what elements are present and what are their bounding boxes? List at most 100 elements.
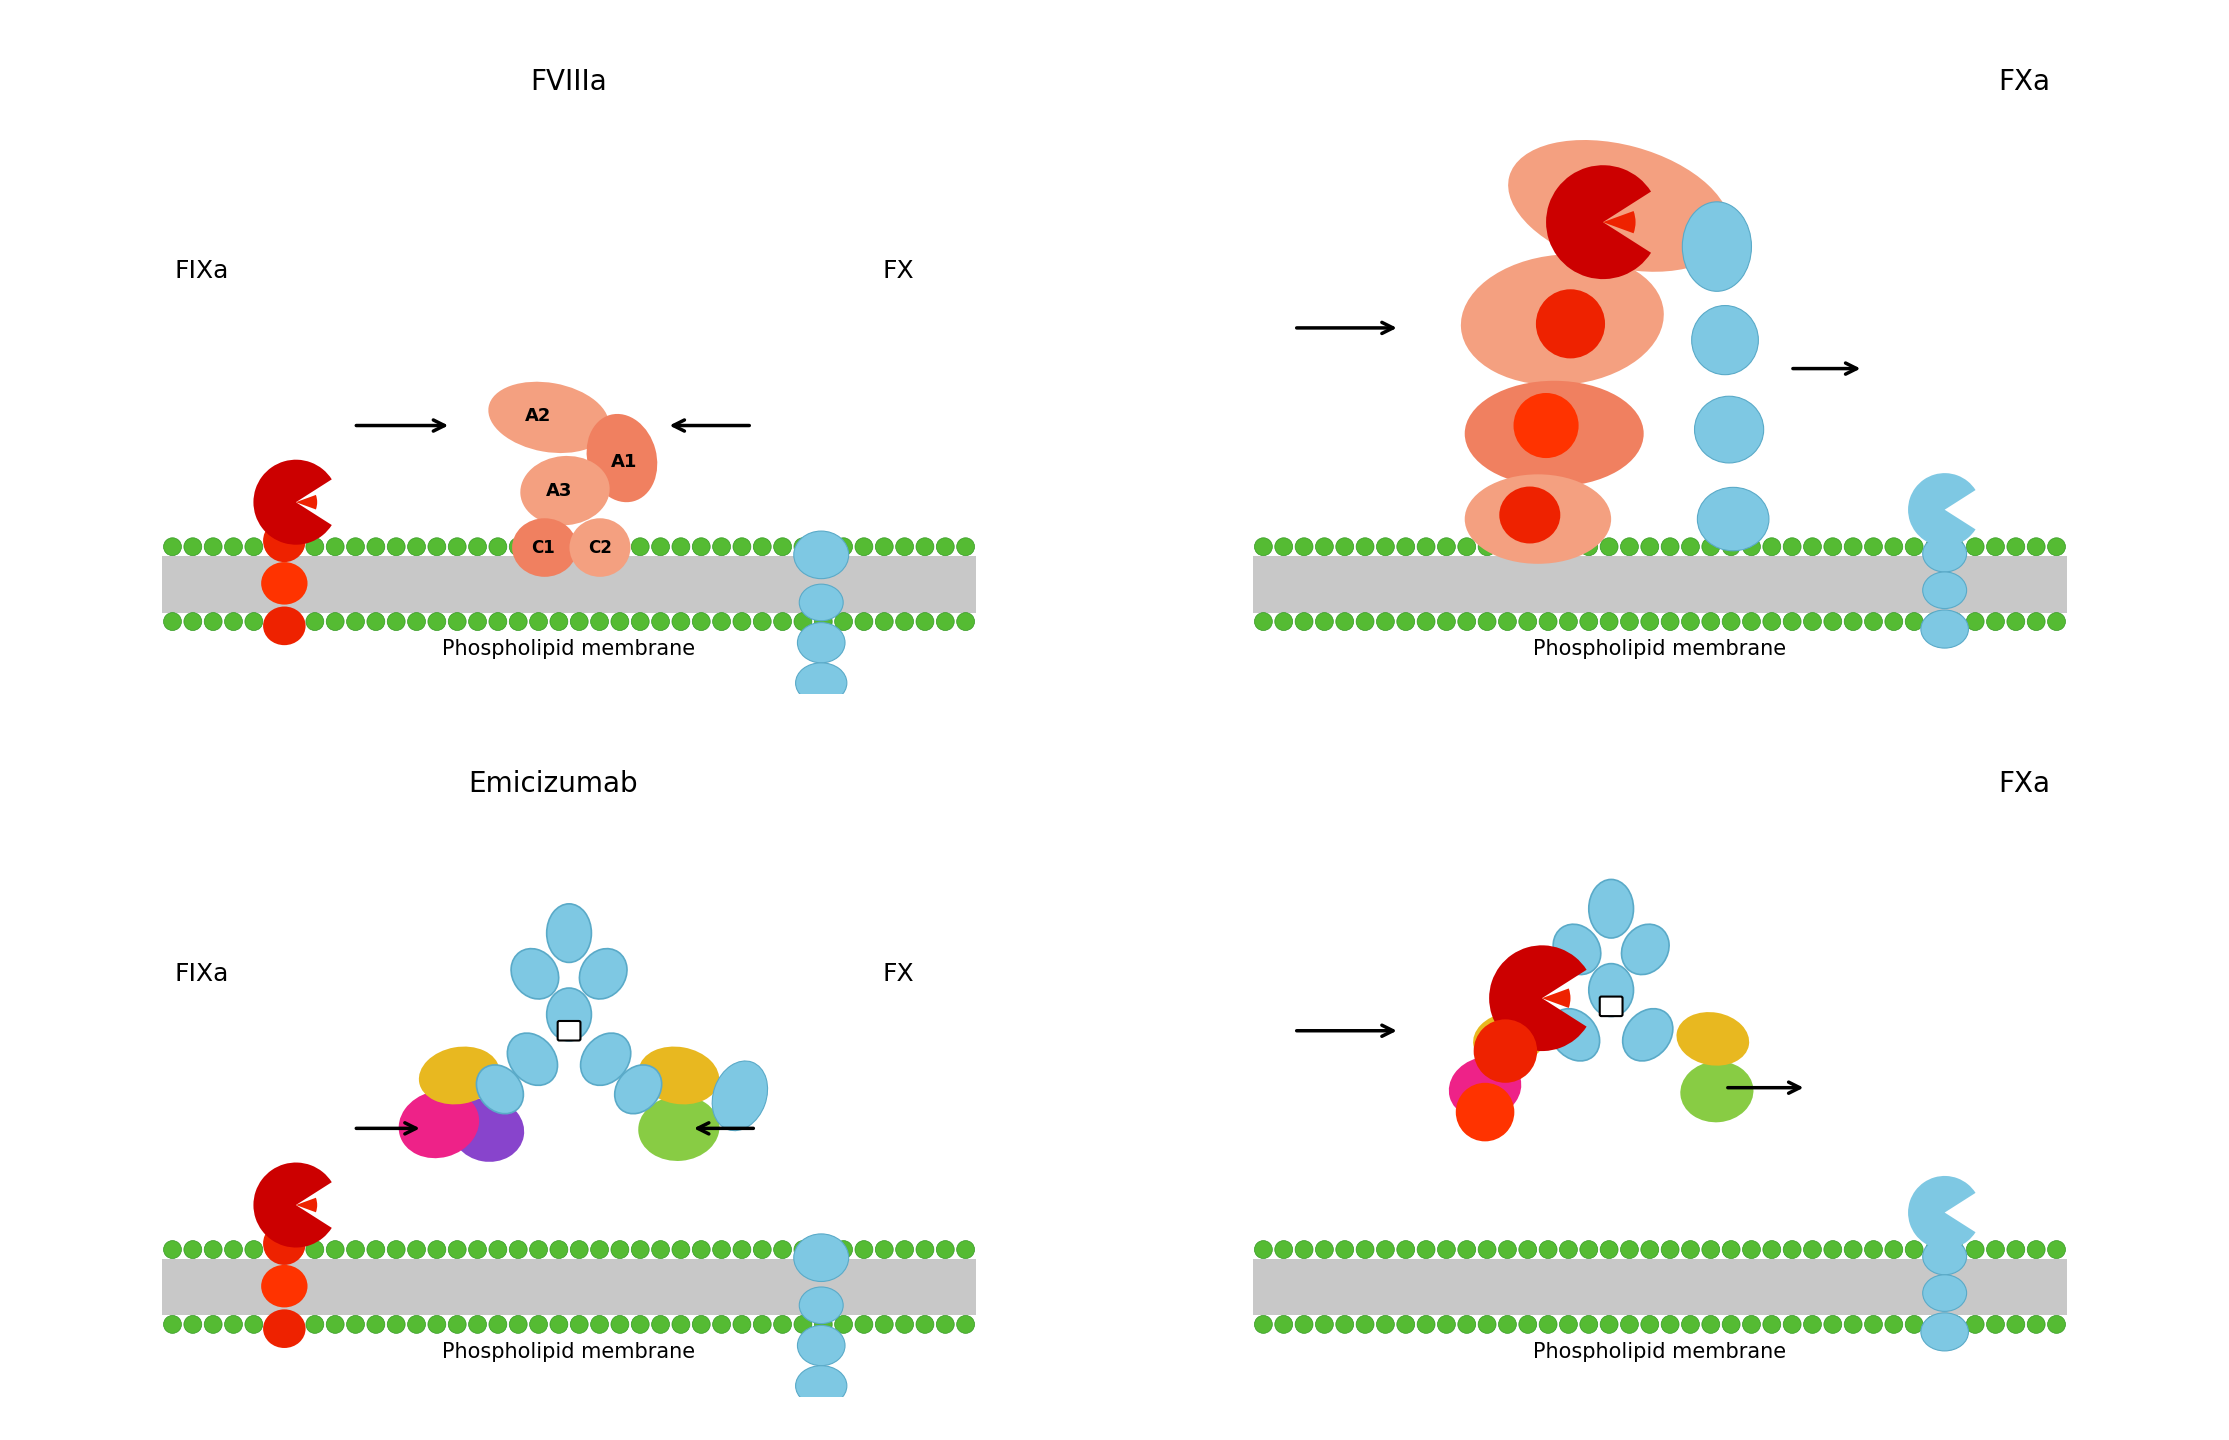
Circle shape	[1438, 537, 1456, 556]
Ellipse shape	[1924, 572, 1966, 609]
Ellipse shape	[263, 520, 305, 562]
FancyBboxPatch shape	[557, 1021, 580, 1041]
Circle shape	[325, 612, 343, 631]
Circle shape	[1580, 612, 1598, 631]
Circle shape	[671, 1316, 689, 1333]
Circle shape	[1560, 1241, 1578, 1259]
Circle shape	[305, 612, 323, 631]
Circle shape	[1438, 612, 1456, 631]
Circle shape	[1398, 1316, 1415, 1333]
Ellipse shape	[488, 382, 609, 454]
Circle shape	[753, 537, 771, 556]
Circle shape	[1498, 1241, 1516, 1259]
Circle shape	[1498, 537, 1516, 556]
Circle shape	[1723, 537, 1741, 556]
Circle shape	[305, 537, 323, 556]
Circle shape	[1723, 1241, 1741, 1259]
Circle shape	[368, 612, 386, 631]
Circle shape	[1743, 1241, 1761, 1259]
Ellipse shape	[263, 606, 305, 645]
Circle shape	[225, 1316, 243, 1333]
Circle shape	[1966, 537, 1984, 556]
Circle shape	[488, 537, 506, 556]
Ellipse shape	[1676, 1012, 1750, 1066]
Circle shape	[388, 537, 406, 556]
Circle shape	[408, 537, 426, 556]
Ellipse shape	[477, 1066, 524, 1113]
Circle shape	[408, 1316, 426, 1333]
Circle shape	[1681, 1241, 1698, 1259]
Wedge shape	[1603, 212, 1636, 233]
Circle shape	[1600, 612, 1618, 631]
Circle shape	[1478, 1316, 1496, 1333]
Circle shape	[1641, 1241, 1658, 1259]
Circle shape	[531, 537, 548, 556]
Circle shape	[1438, 1316, 1456, 1333]
Circle shape	[1906, 1316, 1924, 1333]
Circle shape	[1620, 1316, 1638, 1333]
Circle shape	[876, 1241, 894, 1259]
Circle shape	[733, 1241, 751, 1259]
Circle shape	[1315, 537, 1333, 556]
Circle shape	[345, 537, 366, 556]
Circle shape	[1458, 612, 1476, 631]
Circle shape	[1863, 537, 1884, 556]
Circle shape	[1843, 1316, 1861, 1333]
Circle shape	[1540, 612, 1558, 631]
Text: FIXa: FIXa	[174, 962, 230, 986]
Ellipse shape	[800, 585, 843, 621]
Wedge shape	[1489, 945, 1587, 1051]
Circle shape	[1255, 1316, 1273, 1333]
Circle shape	[876, 1316, 894, 1333]
Ellipse shape	[263, 1309, 305, 1348]
Circle shape	[1703, 1241, 1721, 1259]
Ellipse shape	[580, 1032, 631, 1086]
Circle shape	[1886, 1241, 1904, 1259]
Circle shape	[1540, 1316, 1558, 1333]
Ellipse shape	[513, 518, 577, 577]
Text: A1: A1	[611, 454, 637, 471]
Circle shape	[388, 612, 406, 631]
Circle shape	[1661, 612, 1678, 631]
Circle shape	[1620, 612, 1638, 631]
Circle shape	[1295, 1316, 1313, 1333]
Circle shape	[2048, 1316, 2066, 1333]
Circle shape	[163, 537, 181, 556]
Circle shape	[1418, 612, 1435, 631]
Ellipse shape	[637, 1096, 720, 1161]
Circle shape	[1823, 1241, 1841, 1259]
Circle shape	[1946, 612, 1964, 631]
Circle shape	[1600, 537, 1618, 556]
Ellipse shape	[1464, 474, 1612, 564]
Circle shape	[1763, 1316, 1781, 1333]
Circle shape	[1398, 1241, 1415, 1259]
Circle shape	[1560, 612, 1578, 631]
Circle shape	[265, 612, 283, 631]
Circle shape	[1986, 1241, 2004, 1259]
Circle shape	[1620, 537, 1638, 556]
Circle shape	[1458, 1316, 1476, 1333]
Circle shape	[611, 612, 629, 631]
Circle shape	[936, 612, 954, 631]
Circle shape	[2006, 537, 2024, 556]
Circle shape	[1926, 612, 1944, 631]
Circle shape	[1986, 537, 2004, 556]
Circle shape	[713, 1241, 731, 1259]
Text: Phospholipid membrane: Phospholipid membrane	[1534, 1342, 1785, 1362]
Circle shape	[508, 1316, 526, 1333]
Circle shape	[773, 612, 791, 631]
Ellipse shape	[1620, 924, 1670, 975]
Circle shape	[245, 1241, 263, 1259]
Circle shape	[753, 612, 771, 631]
Circle shape	[1378, 1241, 1395, 1259]
Ellipse shape	[1921, 1313, 1968, 1351]
Ellipse shape	[508, 1032, 557, 1086]
Circle shape	[753, 1316, 771, 1333]
Circle shape	[631, 1316, 649, 1333]
Circle shape	[488, 1241, 506, 1259]
Circle shape	[448, 612, 466, 631]
Ellipse shape	[794, 1234, 849, 1282]
Circle shape	[651, 537, 669, 556]
Circle shape	[448, 537, 466, 556]
Circle shape	[225, 612, 243, 631]
